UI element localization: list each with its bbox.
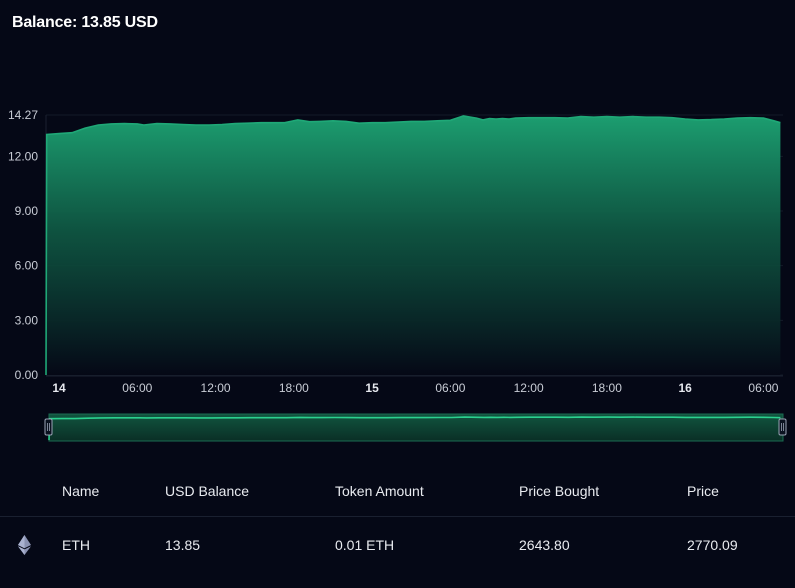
y-tick-label: 3.00 (15, 313, 39, 327)
x-tick-label: 06:00 (435, 381, 465, 395)
asset-price: 2770.09 (687, 536, 738, 553)
table-header-row: Name USD Balance Token Amount Price Boug… (0, 466, 795, 517)
x-axis-ticks: 14 06:00 12:00 18:00 15 06:00 12:00 18:00 16 06:0… (52, 381, 778, 395)
series-area (46, 115, 781, 376)
holdings-table: Name USD Balance Token Amount Price Boug… (0, 466, 795, 572)
column-header-price[interactable]: Price (687, 483, 719, 499)
asset-name: ETH (62, 536, 90, 553)
column-header-usd-balance[interactable]: USD Balance (165, 483, 250, 499)
balance-value: 13.85 USD (81, 14, 158, 31)
x-tick-label: 12:00 (514, 381, 544, 395)
x-tick-label: 06:00 (122, 381, 152, 395)
x-tick-label: 15 (365, 381, 379, 395)
asset-token-amount: 0.01 ETH (335, 536, 395, 553)
table-row[interactable]: ETH 13.85 0.01 ETH 2643.80 2770.09 (0, 517, 795, 572)
column-header-token-amount[interactable]: Token Amount (335, 483, 424, 499)
range-navigator[interactable] (44, 413, 787, 442)
x-tick-label: 12:00 (201, 381, 231, 395)
navigator-line (48, 416, 781, 441)
column-header-name[interactable]: Name (62, 483, 100, 499)
y-tick-label: 12.00 (8, 149, 38, 163)
y-axis-ticks: 0.00 3.00 6.00 9.00 12.00 14.27 (8, 108, 38, 382)
x-tick-label: 16 (678, 381, 692, 395)
y-tick-label: 6.00 (15, 259, 39, 273)
x-tick-label: 14 (52, 381, 66, 395)
navigator-left-handle[interactable] (44, 418, 53, 436)
navigator-right-handle[interactable] (778, 418, 787, 436)
y-tick-label: 9.00 (15, 204, 39, 218)
handle-grip (44, 418, 53, 436)
asset-usd-balance: 13.85 (165, 536, 201, 553)
handle-grip (778, 418, 787, 436)
balance-label: Balance: (12, 14, 78, 31)
x-tick-label: 18:00 (592, 381, 622, 395)
y-tick-label: 14.27 (8, 108, 38, 122)
series-line (45, 115, 781, 376)
chart-series (45, 115, 781, 376)
asset-price-bought: 2643.80 (519, 536, 570, 553)
y-tick-label: 0.00 (15, 368, 39, 382)
ethereum-icon (18, 517, 32, 572)
balance-heading: Balance: 13.85 USD (12, 14, 158, 32)
column-header-price-bought[interactable]: Price Bought (519, 483, 600, 499)
x-tick-label: 06:00 (748, 381, 778, 395)
x-tick-label: 18:00 (279, 381, 309, 395)
